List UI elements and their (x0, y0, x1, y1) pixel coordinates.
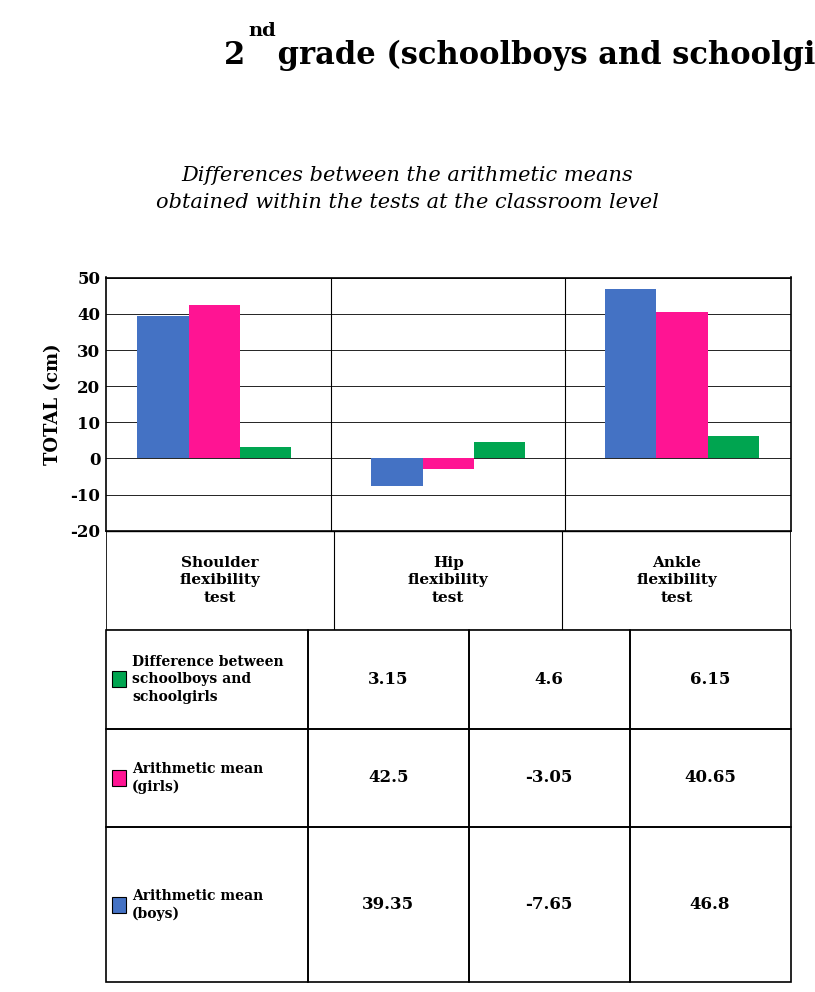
Text: 42.5: 42.5 (368, 770, 408, 787)
Bar (605, 290, 657, 458)
Text: -3.05: -3.05 (526, 770, 573, 787)
Text: 3.15: 3.15 (368, 671, 408, 687)
Bar (422, 458, 474, 469)
Text: 40.65: 40.65 (684, 770, 736, 787)
Text: 46.8: 46.8 (689, 896, 730, 913)
Bar (657, 311, 708, 458)
Y-axis label: TOTAL (cm): TOTAL (cm) (44, 343, 62, 465)
Text: Hip
flexibility
test: Hip flexibility test (408, 557, 489, 604)
Text: Arithmetic mean
(girls): Arithmetic mean (girls) (132, 762, 263, 794)
Bar (708, 436, 760, 458)
Text: Difference between
schoolboys and
schoolgirls: Difference between schoolboys and school… (132, 655, 284, 703)
Bar (188, 305, 240, 458)
Bar (474, 441, 526, 458)
Text: Ankle
flexibility
test: Ankle flexibility test (636, 557, 717, 604)
Text: grade (schoolboys and schoolgirls): grade (schoolboys and schoolgirls) (267, 40, 815, 70)
Text: 4.6: 4.6 (535, 671, 564, 687)
Text: 39.35: 39.35 (363, 896, 414, 913)
Text: Differences between the arithmetic means
obtained within the tests at the classr: Differences between the arithmetic means… (156, 166, 659, 211)
Text: -7.65: -7.65 (526, 896, 573, 913)
Bar (240, 447, 292, 458)
Text: 6.15: 6.15 (690, 671, 730, 687)
Text: 2: 2 (224, 40, 245, 70)
Text: Shoulder
flexibility
test: Shoulder flexibility test (179, 557, 261, 604)
Text: nd: nd (249, 22, 276, 40)
Bar (371, 458, 422, 486)
Text: Arithmetic mean
(boys): Arithmetic mean (boys) (132, 889, 263, 921)
Bar (137, 316, 188, 458)
